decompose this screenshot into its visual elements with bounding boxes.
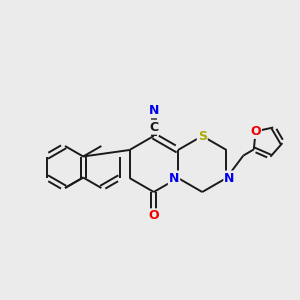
Text: N: N (224, 172, 235, 184)
Text: N: N (148, 104, 159, 117)
Text: O: O (250, 125, 261, 138)
Text: N: N (169, 172, 179, 184)
Text: S: S (198, 130, 207, 142)
Text: O: O (148, 209, 159, 222)
Text: C: C (149, 121, 158, 134)
